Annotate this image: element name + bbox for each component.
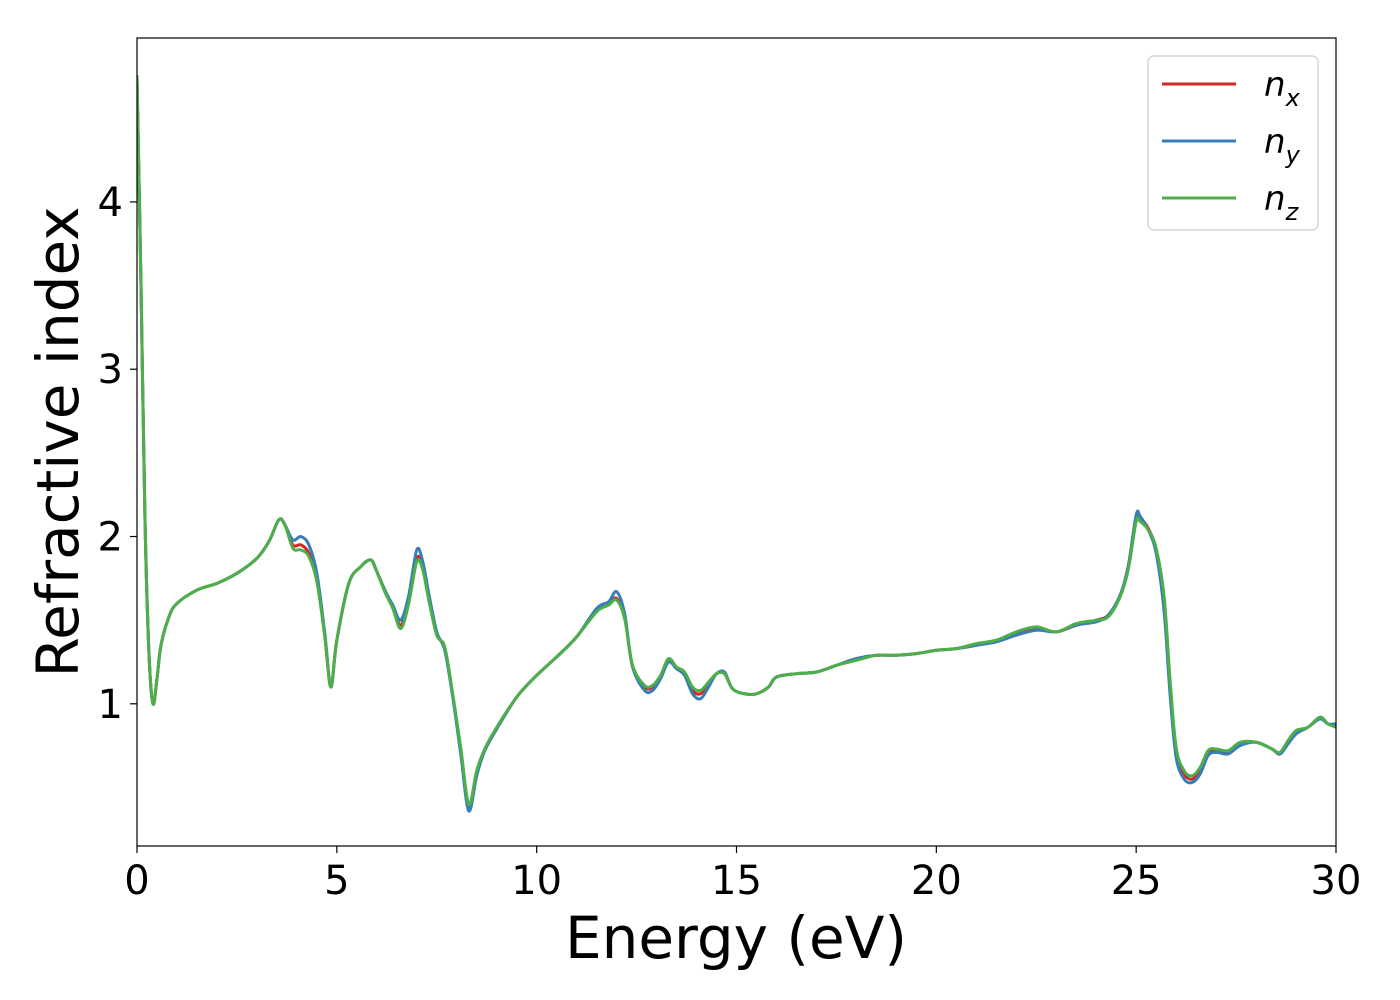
legend-box	[1147, 55, 1319, 231]
legend-label-subscript: y	[1285, 141, 1301, 169]
legend-label-subscript: z	[1285, 198, 1300, 226]
legend-label-main: n	[1264, 122, 1286, 162]
legend-label-subscript: x	[1285, 84, 1301, 112]
x-axis: 0 5 10 15 20 25 30	[124, 846, 1361, 904]
legend-label-main: n	[1264, 179, 1286, 219]
x-tick-label: 15	[711, 858, 762, 904]
y-tick-label: 1	[98, 682, 123, 728]
series-line-n-z	[137, 74, 1336, 806]
y-axis-title: Refractive index	[24, 206, 92, 677]
y-tick-label: 3	[98, 347, 123, 393]
y-axis: 1 2 3 4	[98, 180, 137, 728]
x-axis-title: Energy (eV)	[565, 904, 907, 972]
x-tick-label: 30	[1311, 858, 1362, 904]
legend-label-n-y: ny	[1264, 122, 1301, 169]
x-tick-label: 20	[911, 858, 962, 904]
y-tick-label: 4	[98, 180, 123, 226]
x-tick-label: 5	[324, 858, 349, 904]
series-layer	[137, 74, 1336, 813]
y-tick-label: 2	[98, 515, 123, 561]
legend-label-n-x: nx	[1264, 65, 1301, 112]
legend-label-main: n	[1264, 65, 1286, 105]
x-tick-label: 0	[124, 858, 149, 904]
x-tick-label: 10	[511, 858, 562, 904]
x-tick-label: 25	[1111, 858, 1162, 904]
legend-label-n-z: nz	[1264, 179, 1300, 226]
